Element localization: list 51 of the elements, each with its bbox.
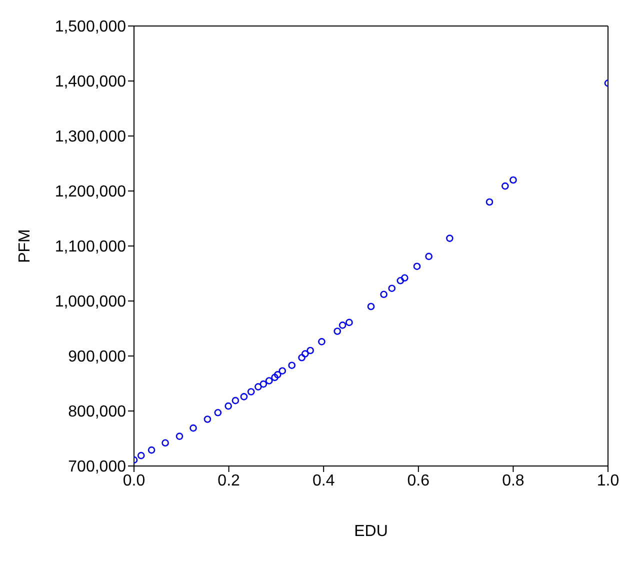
point (298, 354, 306, 362)
point (401, 274, 408, 282)
point (334, 328, 341, 335)
point (254, 383, 262, 390)
point (338, 322, 346, 329)
point (425, 252, 432, 260)
y-tick-label: 1,000,000 (54, 294, 126, 311)
point (232, 396, 240, 404)
point (388, 284, 396, 292)
y-tick-label: 900,000 (68, 348, 126, 366)
point (301, 350, 309, 358)
y-tick-label: 800,000 (68, 404, 126, 421)
point (224, 402, 232, 410)
point (162, 439, 169, 447)
point (446, 234, 454, 242)
x-tick-label: 0.6 (407, 472, 430, 490)
point (214, 409, 222, 416)
point (137, 452, 145, 460)
point (278, 367, 286, 374)
y-tick-label: 1,300,000 (54, 128, 126, 146)
x-tick-label: 0.2 (218, 472, 240, 490)
point (367, 302, 375, 310)
point (380, 290, 388, 298)
x-tick-label: 0.8 (502, 472, 524, 490)
point (413, 262, 421, 270)
point (190, 424, 197, 432)
point (148, 446, 156, 454)
point (501, 182, 509, 190)
y-tick-label: 1,100,000 (54, 238, 126, 256)
point (204, 416, 212, 423)
y-tick-label: 1,500,000 (54, 18, 126, 36)
point (288, 362, 296, 369)
x-tick-label: 0.4 (312, 472, 335, 490)
point (240, 393, 248, 400)
point (271, 374, 278, 382)
x-tick-label: 1.0 (596, 472, 620, 490)
point (396, 277, 404, 284)
point (274, 371, 282, 378)
point (318, 338, 326, 346)
y-tick-label: 1,400,000 (54, 74, 126, 91)
point (265, 377, 273, 384)
x-axis-title: EDU (354, 523, 388, 540)
point (247, 388, 255, 396)
point (346, 318, 353, 326)
point (260, 380, 268, 388)
point (486, 198, 494, 206)
y-tick-label: 1,200,000 (54, 184, 126, 201)
y-axis-title: PFM (16, 229, 34, 263)
point (306, 346, 314, 354)
point (510, 176, 517, 184)
point (176, 432, 184, 440)
